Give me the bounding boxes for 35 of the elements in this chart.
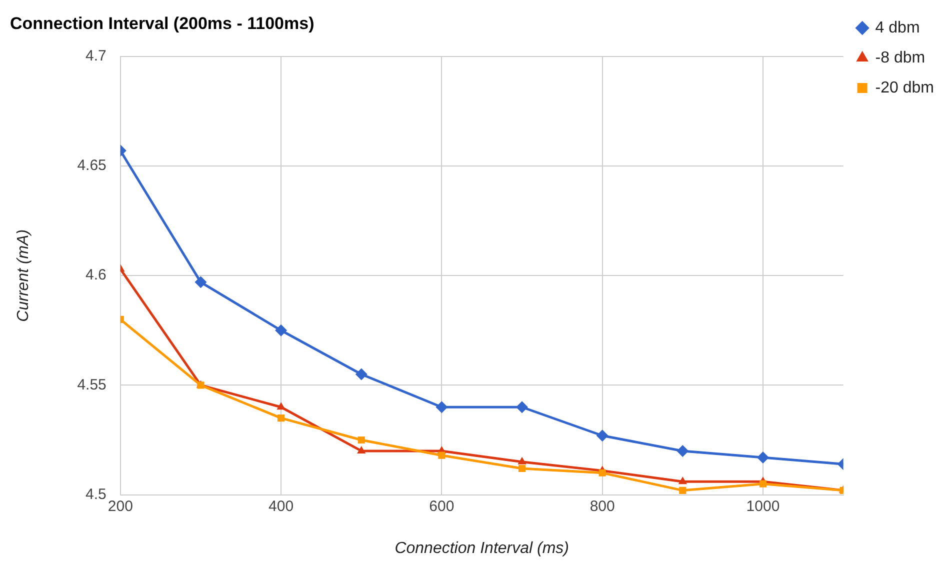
point [358, 436, 365, 444]
point [679, 486, 686, 494]
legend-label: -8 dbm [875, 49, 926, 66]
point [759, 480, 767, 488]
x-tick-label: 600 [429, 498, 454, 515]
y-tick-label: 4.65 [77, 157, 106, 174]
x-tick-label: 200 [108, 498, 133, 515]
point [278, 414, 285, 422]
y-tick-label: 4.7 [86, 48, 106, 65]
point [596, 430, 608, 442]
point [438, 452, 446, 459]
y-tick-label: 4.5 [86, 486, 106, 503]
point [756, 452, 769, 464]
point [355, 368, 368, 380]
chart-title: Connection Interval (200ms - 1100ms) [10, 14, 314, 33]
point [678, 476, 687, 484]
x-tick-label: 1000 [746, 498, 780, 515]
point [516, 401, 528, 414]
point [518, 464, 526, 472]
point [676, 444, 689, 457]
point [276, 402, 286, 410]
point [275, 324, 288, 336]
y-tick-label: 4.6 [86, 266, 106, 284]
point [518, 456, 526, 464]
point [436, 401, 448, 414]
legend-label: 4 dbm [875, 19, 920, 36]
point [194, 276, 207, 288]
point [357, 446, 366, 454]
legend-label: -20 dbm [875, 79, 934, 96]
x-axis-title: Connection Interval (ms) [394, 540, 569, 557]
y-tick-label: 4.55 [77, 376, 106, 394]
x-tick-label: 800 [590, 498, 615, 515]
point [598, 469, 606, 476]
y-axis-title: Current (mA) [15, 229, 32, 322]
x-tick-label: 400 [268, 498, 294, 515]
